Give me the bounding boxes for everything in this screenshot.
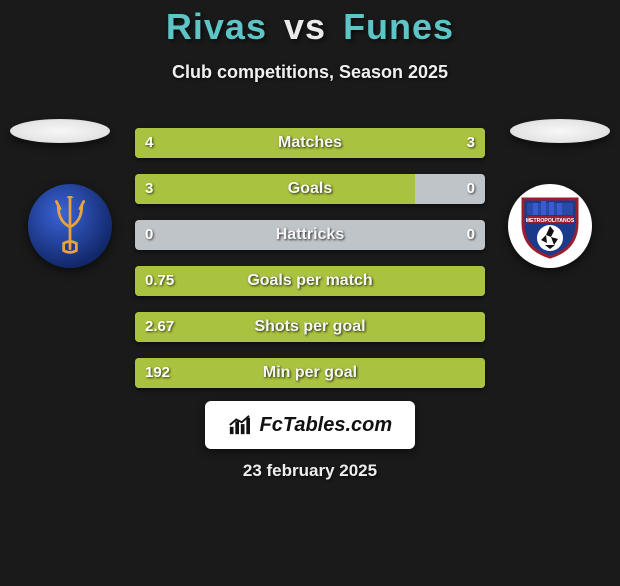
bar-left — [135, 312, 485, 342]
bar-left — [135, 174, 415, 204]
bar-left — [135, 266, 485, 296]
brand-badge[interactable]: FcTables.com — [205, 401, 415, 449]
stats-container: 4 Matches 3 3 Goals 0 0 Hattricks 0 0.75… — [135, 128, 485, 404]
svg-text:METROPOLITANOS: METROPOLITANOS — [526, 218, 575, 224]
page-title: Rivas vs Funes — [0, 6, 620, 48]
bar-track — [135, 220, 485, 250]
stat-row: 192 Min per goal — [135, 358, 485, 388]
bar-left — [135, 128, 335, 158]
stat-row: 4 Matches 3 — [135, 128, 485, 158]
bar-left — [135, 358, 485, 388]
stat-row: 0 Hattricks 0 — [135, 220, 485, 250]
brand-name: FcTables.com — [260, 414, 393, 437]
halo-left — [10, 119, 110, 143]
stat-row: 3 Goals 0 — [135, 174, 485, 204]
footer-date: 23 february 2025 — [0, 461, 620, 481]
stat-row: 2.67 Shots per goal — [135, 312, 485, 342]
shield-icon: METROPOLITANOS — [517, 193, 583, 259]
player2-club-crest: METROPOLITANOS — [508, 184, 592, 268]
subtitle: Club competitions, Season 2025 — [0, 62, 620, 83]
player1-club-crest — [28, 184, 112, 268]
bar-right — [335, 128, 486, 158]
player2-name: Funes — [343, 6, 454, 47]
stat-row: 0.75 Goals per match — [135, 266, 485, 296]
chart-icon — [228, 414, 254, 436]
vs-separator: vs — [284, 6, 326, 47]
trident-icon — [47, 196, 93, 256]
halo-right — [510, 119, 610, 143]
player1-name: Rivas — [166, 6, 267, 47]
